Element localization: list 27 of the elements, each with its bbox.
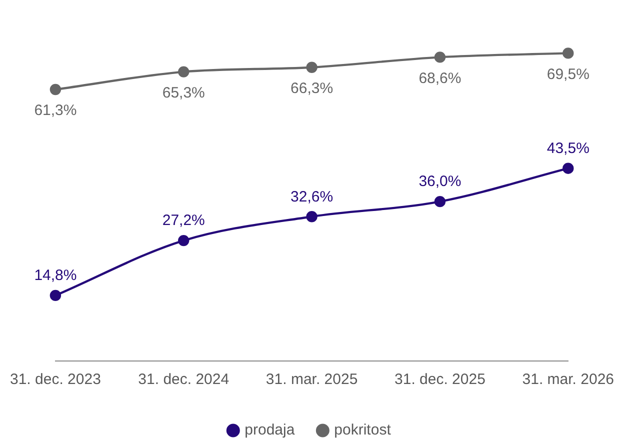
point <box>562 48 574 59</box>
x-tick-label: 31. mar. 2026 <box>522 371 614 388</box>
point <box>562 162 574 174</box>
point <box>306 211 318 222</box>
x-tick-label: 31. dec. 2025 <box>394 371 486 388</box>
x-tick-label: 31. dec. 2024 <box>138 371 230 388</box>
point <box>50 290 62 302</box>
data-label: 27,2% <box>162 212 205 230</box>
point <box>178 66 190 78</box>
legend-label: prodaja <box>244 422 296 439</box>
x-tick-label: 31. mar. 2025 <box>266 371 358 388</box>
legend-label: pokritost <box>334 422 392 439</box>
point <box>434 196 446 208</box>
data-label: 61,3% <box>34 102 77 120</box>
point <box>434 52 446 63</box>
data-label: 43,5% <box>546 140 590 157</box>
x-tick-label: 31. dec. 2023 <box>10 371 101 388</box>
data-label: 68,6% <box>418 70 462 87</box>
data-label: 69,5% <box>546 66 590 83</box>
data-label: 66,3% <box>290 80 334 98</box>
data-label: 14,8% <box>34 267 77 284</box>
data-label: 32,6% <box>290 188 334 206</box>
data-label: 36,0% <box>418 173 462 190</box>
data-label: 65,3% <box>162 84 205 102</box>
point <box>50 84 62 96</box>
point <box>178 234 190 246</box>
point <box>306 62 318 73</box>
